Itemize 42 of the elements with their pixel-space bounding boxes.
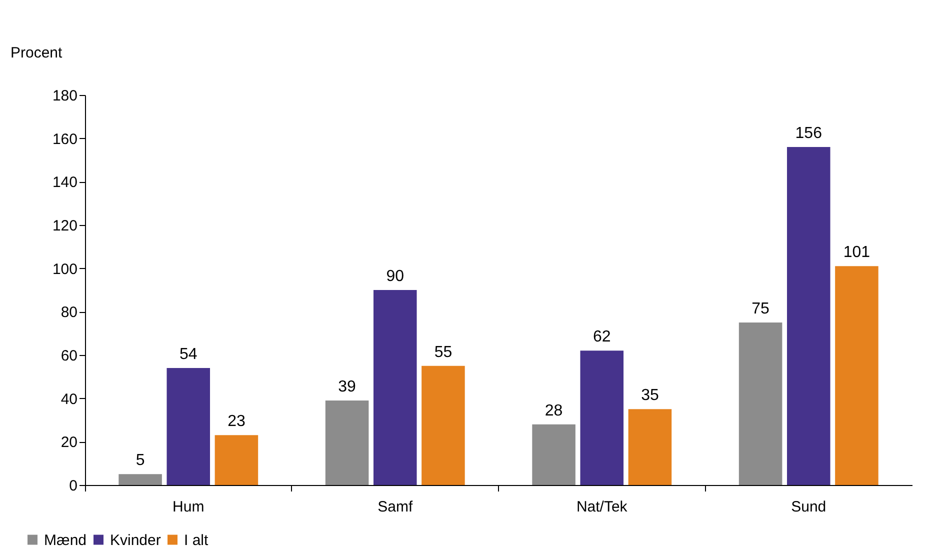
legend-label: I alt <box>184 532 210 549</box>
y-axis-title: Procent <box>10 44 64 62</box>
y-tick-label: 20 <box>60 434 78 452</box>
bar <box>628 409 672 485</box>
data-label: 35 <box>641 387 659 404</box>
x-tick-label: Samf <box>378 498 414 516</box>
bar <box>738 322 782 485</box>
bar <box>532 424 576 485</box>
data-label: 54 <box>179 346 198 363</box>
y-tick-label: 120 <box>52 218 78 234</box>
x-tick-label: Nat/Tek <box>576 498 628 516</box>
legend-label: Mænd <box>44 532 87 549</box>
data-label: 156 <box>795 125 822 142</box>
data-label: 39 <box>338 378 356 396</box>
bar <box>580 350 624 485</box>
bar <box>422 366 465 485</box>
y-tick-label: 40 <box>60 390 78 408</box>
y-tick-label: 180 <box>52 88 78 104</box>
x-tick-label: Sund <box>791 498 826 516</box>
y-tick-label: 160 <box>52 130 78 148</box>
y-tick-label: 80 <box>60 304 78 322</box>
data-label: 28 <box>544 402 563 420</box>
data-label: 55 <box>434 344 452 361</box>
bar <box>373 290 417 485</box>
y-tick-label: 140 <box>52 174 78 192</box>
y-tick-label: 100 <box>52 260 78 278</box>
y-tick-label: 0 <box>69 478 78 494</box>
y-tick-label: 60 <box>60 348 78 364</box>
bar <box>786 147 830 485</box>
bar <box>835 266 878 485</box>
bar <box>325 400 369 485</box>
bar <box>214 435 258 485</box>
data-label: 23 <box>228 413 246 430</box>
data-label: 101 <box>843 244 870 262</box>
data-label: 90 <box>386 268 404 285</box>
data-label: 75 <box>752 300 770 318</box>
data-label: 62 <box>592 328 611 346</box>
data-label: 5 <box>136 452 145 470</box>
legend-label: Kvinder <box>110 532 161 549</box>
bar <box>166 368 210 485</box>
bar <box>118 474 162 485</box>
x-tick-label: Hum <box>172 498 204 516</box>
